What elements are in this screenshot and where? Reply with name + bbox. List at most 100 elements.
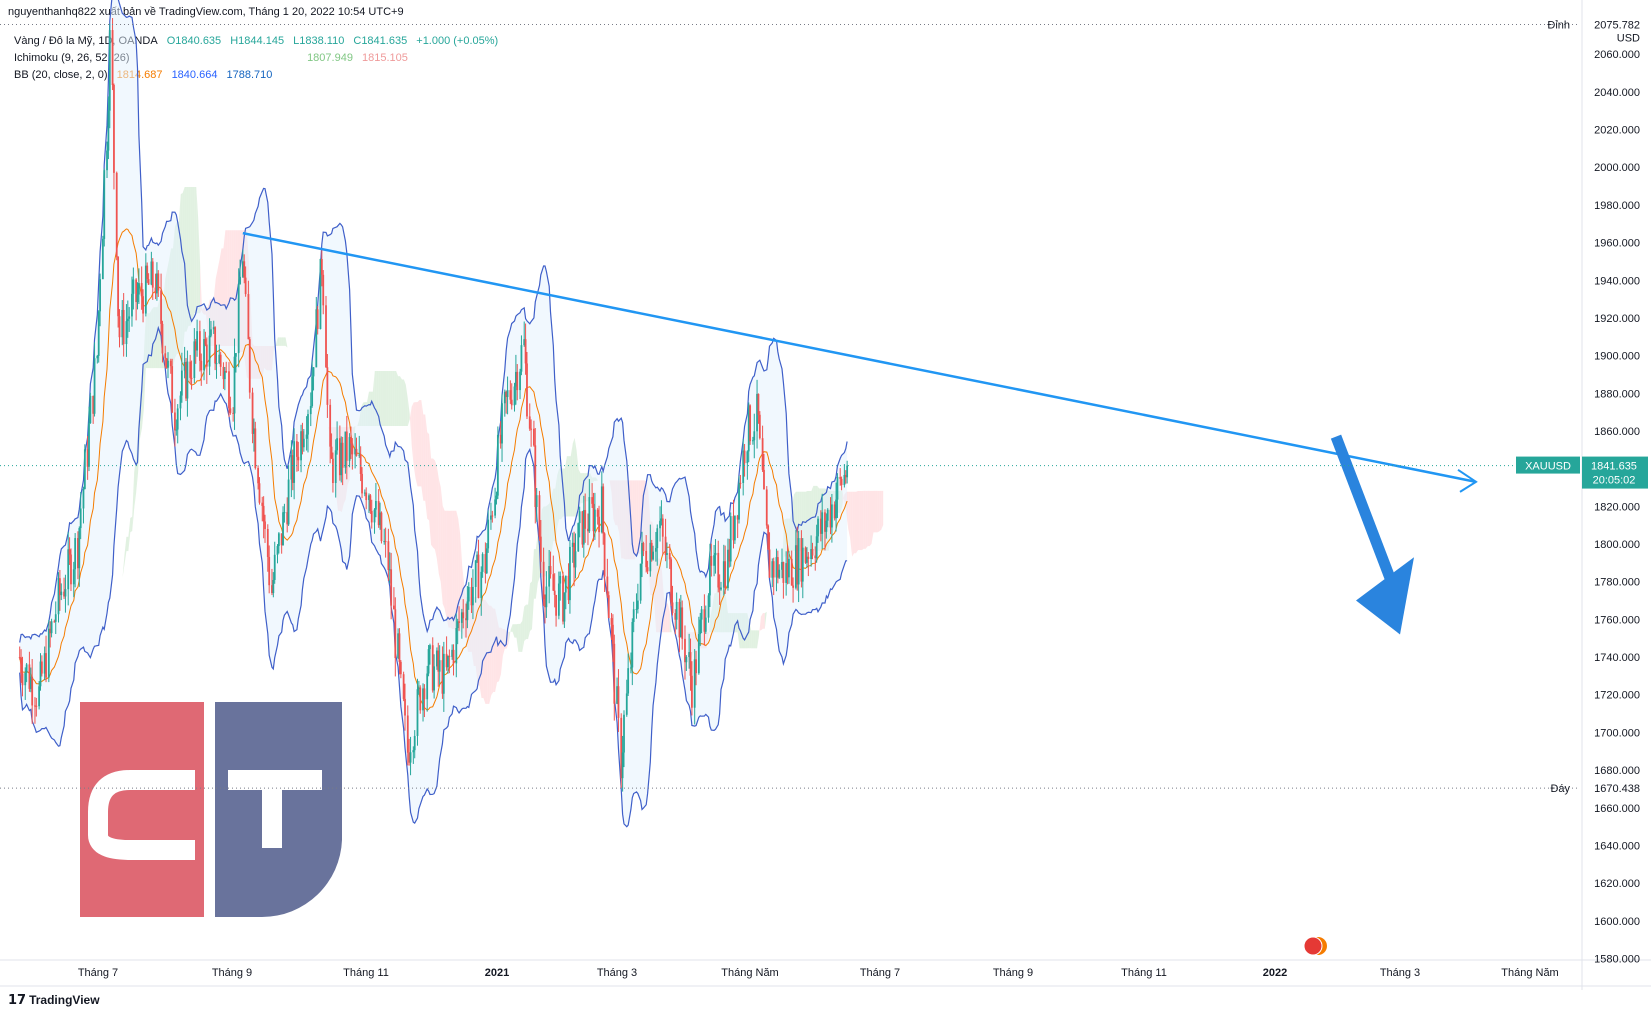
candle-body bbox=[34, 705, 36, 707]
candle-body bbox=[501, 403, 503, 444]
cloud-segment bbox=[856, 491, 858, 554]
cloud-segment bbox=[524, 604, 527, 642]
cloud-segment bbox=[427, 432, 430, 521]
bb-label: BB (20, close, 2, 0) bbox=[14, 69, 108, 81]
time-tick-label: Tháng 7 bbox=[860, 967, 900, 979]
price-tick-label: 1740.000 bbox=[1594, 652, 1640, 664]
candle-body bbox=[714, 552, 717, 556]
candle-body bbox=[93, 358, 96, 414]
price-tick-label: 1940.000 bbox=[1594, 275, 1640, 287]
candle-body bbox=[824, 512, 826, 532]
candle-body bbox=[524, 339, 527, 364]
cloud-segment bbox=[398, 376, 401, 427]
candle-body bbox=[180, 370, 183, 396]
time-tick-label: Tháng 9 bbox=[212, 967, 252, 979]
candle-body bbox=[814, 555, 817, 559]
ichimoku-legend[interactable]: Ichimoku (9, 26, 52, 26) 1807.949 1815.1… bbox=[14, 52, 414, 64]
candle-body bbox=[539, 536, 542, 562]
candle-body bbox=[519, 371, 521, 391]
bb-lower: 1788.710 bbox=[226, 69, 273, 81]
candle-body bbox=[699, 619, 702, 635]
candle-body bbox=[659, 520, 661, 529]
cloud-segment bbox=[867, 490, 870, 547]
candle-body bbox=[167, 360, 169, 368]
candle-body bbox=[248, 339, 251, 393]
tradingview-footer[interactable]: 𝟭𝟳 TradingView bbox=[8, 992, 100, 1008]
candle-body bbox=[806, 556, 808, 563]
candle-body bbox=[229, 408, 232, 413]
candle-body bbox=[829, 509, 832, 528]
candle-body bbox=[132, 279, 135, 294]
candle-body bbox=[322, 274, 325, 306]
candle-body bbox=[126, 318, 129, 322]
candle-body bbox=[693, 659, 696, 708]
candle-body bbox=[53, 621, 56, 623]
cloud-segment bbox=[444, 510, 447, 619]
candle-body bbox=[720, 587, 722, 590]
candle-body bbox=[709, 556, 711, 596]
candle-body bbox=[282, 512, 284, 546]
candle-body bbox=[455, 628, 458, 664]
candle-body bbox=[50, 621, 53, 634]
candle-body bbox=[24, 672, 27, 686]
candle-body bbox=[354, 448, 357, 455]
cloud-segment bbox=[384, 370, 387, 427]
candle-body bbox=[320, 258, 323, 275]
price-tick-label: 1920.000 bbox=[1594, 313, 1640, 325]
candle-body bbox=[147, 279, 150, 285]
cloud-segment bbox=[632, 480, 635, 560]
bb-legend[interactable]: BB (20, close, 2, 0) 1814.687 1840.664 1… bbox=[14, 69, 278, 81]
candle-body bbox=[776, 557, 779, 578]
candle-body bbox=[344, 431, 347, 468]
candle-body bbox=[743, 450, 746, 464]
candle-body bbox=[775, 557, 778, 578]
candle-body bbox=[670, 559, 673, 603]
candle-body bbox=[64, 589, 67, 597]
candle-body bbox=[280, 533, 283, 546]
cloud-segment bbox=[89, 660, 92, 664]
candle-body bbox=[785, 563, 788, 583]
candle-body bbox=[345, 431, 348, 461]
candle-body bbox=[404, 698, 406, 716]
cloud-segment bbox=[386, 370, 389, 427]
price-tick-label: 1980.000 bbox=[1594, 200, 1640, 212]
time-axis: Tháng 7 Tháng 9 Tháng 11 2021 Tháng 3 Tháng N… bbox=[78, 967, 1559, 979]
candle-body bbox=[196, 331, 199, 351]
candle-body bbox=[326, 367, 329, 405]
cloud-segment bbox=[530, 581, 532, 632]
high-tag-label: Đỉnh bbox=[1547, 19, 1570, 31]
candle-body bbox=[325, 305, 327, 368]
cloud-segment bbox=[863, 490, 866, 549]
candle-body bbox=[445, 653, 448, 668]
candle-body bbox=[481, 554, 484, 572]
candle-body bbox=[189, 361, 192, 378]
cloud-segment bbox=[760, 613, 763, 631]
candle-body bbox=[612, 624, 614, 644]
candle-body bbox=[437, 650, 440, 672]
cloud-segment bbox=[283, 337, 286, 346]
candle-body bbox=[169, 360, 172, 367]
candle-body bbox=[341, 442, 344, 468]
candle-body bbox=[495, 495, 498, 500]
candle-body bbox=[684, 638, 686, 663]
candle-body bbox=[728, 549, 731, 562]
candle-body bbox=[452, 649, 455, 664]
candle-body bbox=[204, 338, 207, 345]
candle-body bbox=[398, 633, 401, 662]
candle-body bbox=[417, 687, 420, 690]
candle-body bbox=[438, 660, 441, 672]
time-tick-label: 2022 bbox=[1263, 967, 1287, 979]
candle-body bbox=[136, 294, 139, 303]
candle-body bbox=[232, 412, 235, 414]
candle-body bbox=[225, 371, 228, 373]
candle-body bbox=[384, 541, 387, 543]
candle-body bbox=[796, 545, 799, 585]
low-value-bg bbox=[1588, 781, 1648, 796]
cloud-segment bbox=[431, 458, 434, 548]
candle-body bbox=[205, 344, 208, 367]
candle-body bbox=[801, 547, 804, 582]
candle-body bbox=[193, 341, 196, 378]
candle-body bbox=[704, 617, 707, 632]
candle-body bbox=[727, 549, 729, 589]
